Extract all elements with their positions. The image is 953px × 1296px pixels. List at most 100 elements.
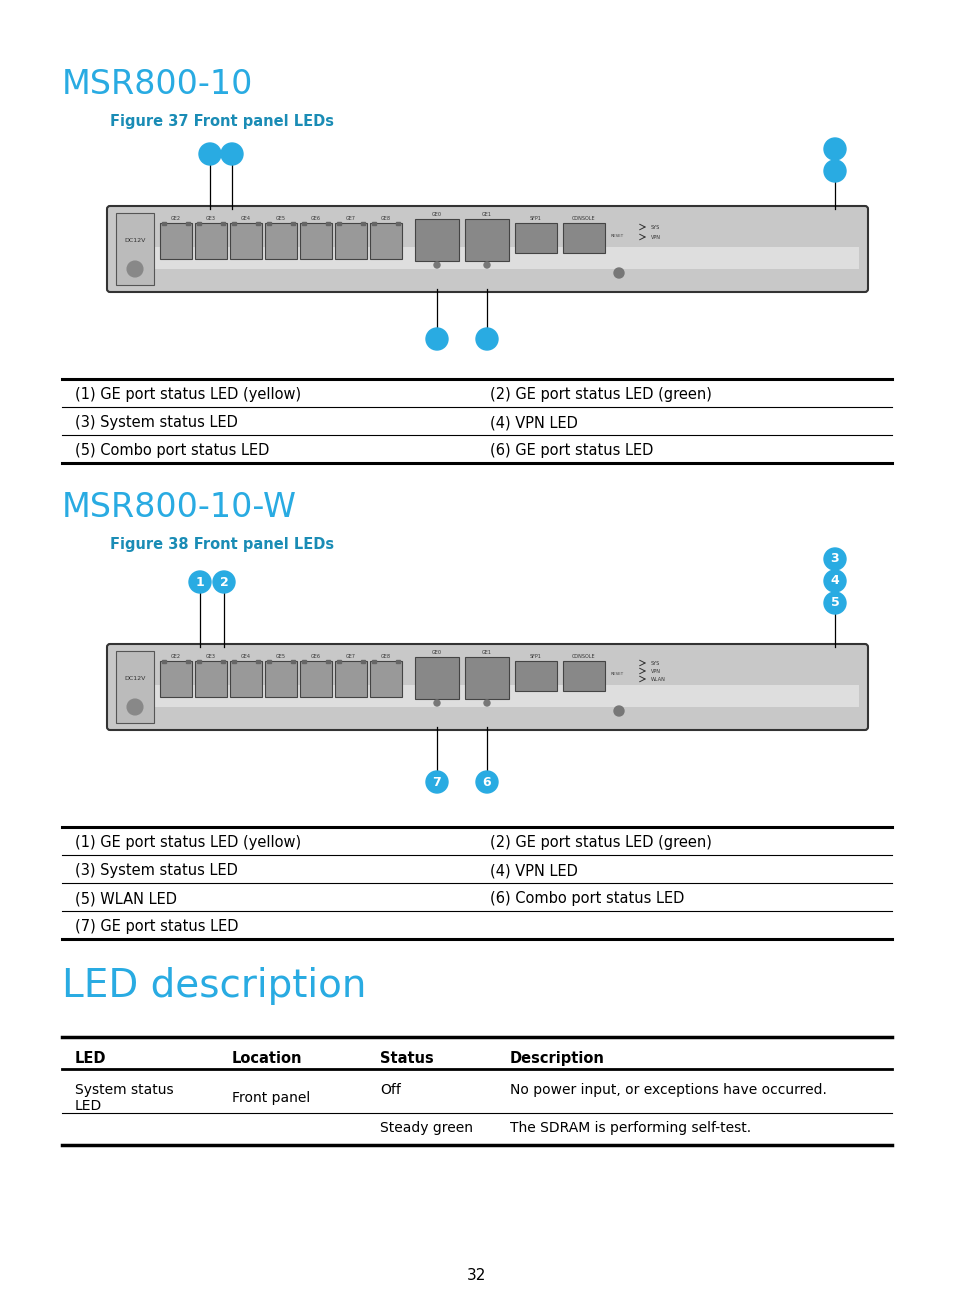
- Bar: [255, 660, 260, 664]
- FancyBboxPatch shape: [107, 644, 867, 730]
- Text: LED: LED: [75, 1051, 107, 1067]
- Bar: [372, 660, 375, 664]
- Bar: [515, 223, 557, 253]
- Bar: [291, 660, 294, 664]
- Text: GE7: GE7: [346, 654, 355, 658]
- Text: 7: 7: [432, 775, 441, 788]
- Bar: [299, 223, 332, 259]
- Bar: [464, 219, 509, 260]
- Text: GE3: GE3: [206, 654, 215, 658]
- Circle shape: [127, 699, 143, 715]
- Text: (2) GE port status LED (green): (2) GE port status LED (green): [490, 388, 711, 402]
- Text: GE5: GE5: [275, 216, 286, 222]
- Text: SFP1: SFP1: [530, 216, 541, 222]
- Text: GE5: GE5: [275, 654, 286, 658]
- Bar: [194, 661, 227, 697]
- Text: (6) Combo port status LED: (6) Combo port status LED: [490, 892, 683, 906]
- Bar: [267, 222, 271, 226]
- Text: CONSOLE: CONSOLE: [572, 216, 596, 222]
- Text: Figure 37 Front panel LEDs: Figure 37 Front panel LEDs: [110, 114, 334, 130]
- Bar: [360, 222, 365, 226]
- Bar: [265, 661, 296, 697]
- Circle shape: [221, 143, 243, 165]
- Text: SYS: SYS: [650, 661, 659, 666]
- Bar: [326, 222, 330, 226]
- Text: (5) WLAN LED: (5) WLAN LED: [75, 892, 177, 906]
- Bar: [299, 661, 332, 697]
- Bar: [232, 222, 235, 226]
- Bar: [160, 223, 192, 259]
- Bar: [265, 223, 296, 259]
- Text: (4) VPN LED: (4) VPN LED: [490, 415, 578, 430]
- Text: (1) GE port status LED (yellow): (1) GE port status LED (yellow): [75, 388, 301, 402]
- Text: DC12V: DC12V: [124, 238, 146, 244]
- Text: 3: 3: [830, 552, 839, 565]
- Bar: [186, 660, 190, 664]
- Bar: [372, 222, 375, 226]
- Text: GE4: GE4: [241, 654, 251, 658]
- Bar: [562, 223, 604, 253]
- Text: GE7: GE7: [346, 216, 355, 222]
- Bar: [196, 660, 201, 664]
- Circle shape: [476, 328, 497, 350]
- Text: (1) GE port status LED (yellow): (1) GE port status LED (yellow): [75, 835, 301, 850]
- Text: 5: 5: [830, 596, 839, 609]
- Circle shape: [426, 328, 448, 350]
- Text: 4: 4: [830, 574, 839, 587]
- Bar: [326, 660, 330, 664]
- Circle shape: [189, 572, 211, 594]
- Text: 6: 6: [482, 775, 491, 788]
- Circle shape: [483, 700, 490, 706]
- Text: (4) VPN LED: (4) VPN LED: [490, 863, 578, 877]
- Circle shape: [614, 706, 623, 715]
- Text: The SDRAM is performing self-test.: The SDRAM is performing self-test.: [510, 1121, 750, 1135]
- Text: GE0: GE0: [432, 213, 441, 216]
- Bar: [562, 661, 604, 691]
- Text: GE1: GE1: [481, 651, 492, 654]
- Text: SFP1: SFP1: [530, 654, 541, 658]
- Text: 32: 32: [467, 1267, 486, 1283]
- Bar: [196, 222, 201, 226]
- Circle shape: [823, 592, 845, 614]
- Text: Off: Off: [379, 1083, 400, 1096]
- Circle shape: [434, 700, 439, 706]
- Text: GE6: GE6: [311, 216, 320, 222]
- Text: Front panel: Front panel: [232, 1091, 310, 1105]
- Text: (3) System status LED: (3) System status LED: [75, 863, 237, 877]
- Text: LED description: LED description: [62, 967, 366, 1004]
- Bar: [302, 222, 306, 226]
- Circle shape: [199, 143, 221, 165]
- Bar: [291, 222, 294, 226]
- Bar: [336, 660, 340, 664]
- Text: (3) System status LED: (3) System status LED: [75, 415, 237, 430]
- Bar: [267, 660, 271, 664]
- Bar: [415, 657, 458, 699]
- Circle shape: [476, 771, 497, 793]
- Bar: [335, 223, 367, 259]
- Text: No power input, or exceptions have occurred.: No power input, or exceptions have occur…: [510, 1083, 826, 1096]
- Circle shape: [823, 137, 845, 159]
- Circle shape: [823, 159, 845, 181]
- Circle shape: [426, 771, 448, 793]
- Text: SYS: SYS: [650, 226, 659, 229]
- Text: GE0: GE0: [432, 651, 441, 654]
- Text: Location: Location: [232, 1051, 302, 1067]
- Bar: [116, 213, 153, 285]
- Text: 1: 1: [195, 575, 204, 588]
- Bar: [194, 223, 227, 259]
- Bar: [336, 222, 340, 226]
- Text: DC12V: DC12V: [124, 677, 146, 682]
- Bar: [186, 222, 190, 226]
- Bar: [370, 661, 401, 697]
- Text: WLAN: WLAN: [650, 677, 665, 682]
- Bar: [395, 222, 399, 226]
- Text: LED: LED: [75, 1099, 102, 1113]
- Circle shape: [483, 262, 490, 268]
- Circle shape: [213, 572, 234, 594]
- Text: CONSOLE: CONSOLE: [572, 654, 596, 658]
- Text: 2: 2: [219, 575, 228, 588]
- Text: GE2: GE2: [171, 216, 181, 222]
- Text: MSR800-10: MSR800-10: [62, 67, 253, 101]
- Text: GE1: GE1: [481, 213, 492, 216]
- Bar: [415, 219, 458, 260]
